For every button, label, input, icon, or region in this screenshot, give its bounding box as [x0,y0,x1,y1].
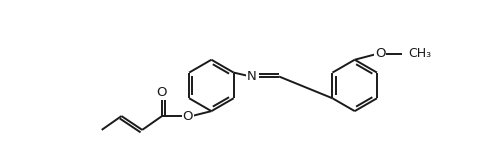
Text: O: O [375,47,386,60]
Text: CH₃: CH₃ [408,47,431,60]
Text: N: N [247,70,257,83]
Text: O: O [183,109,193,123]
Text: O: O [157,86,167,99]
